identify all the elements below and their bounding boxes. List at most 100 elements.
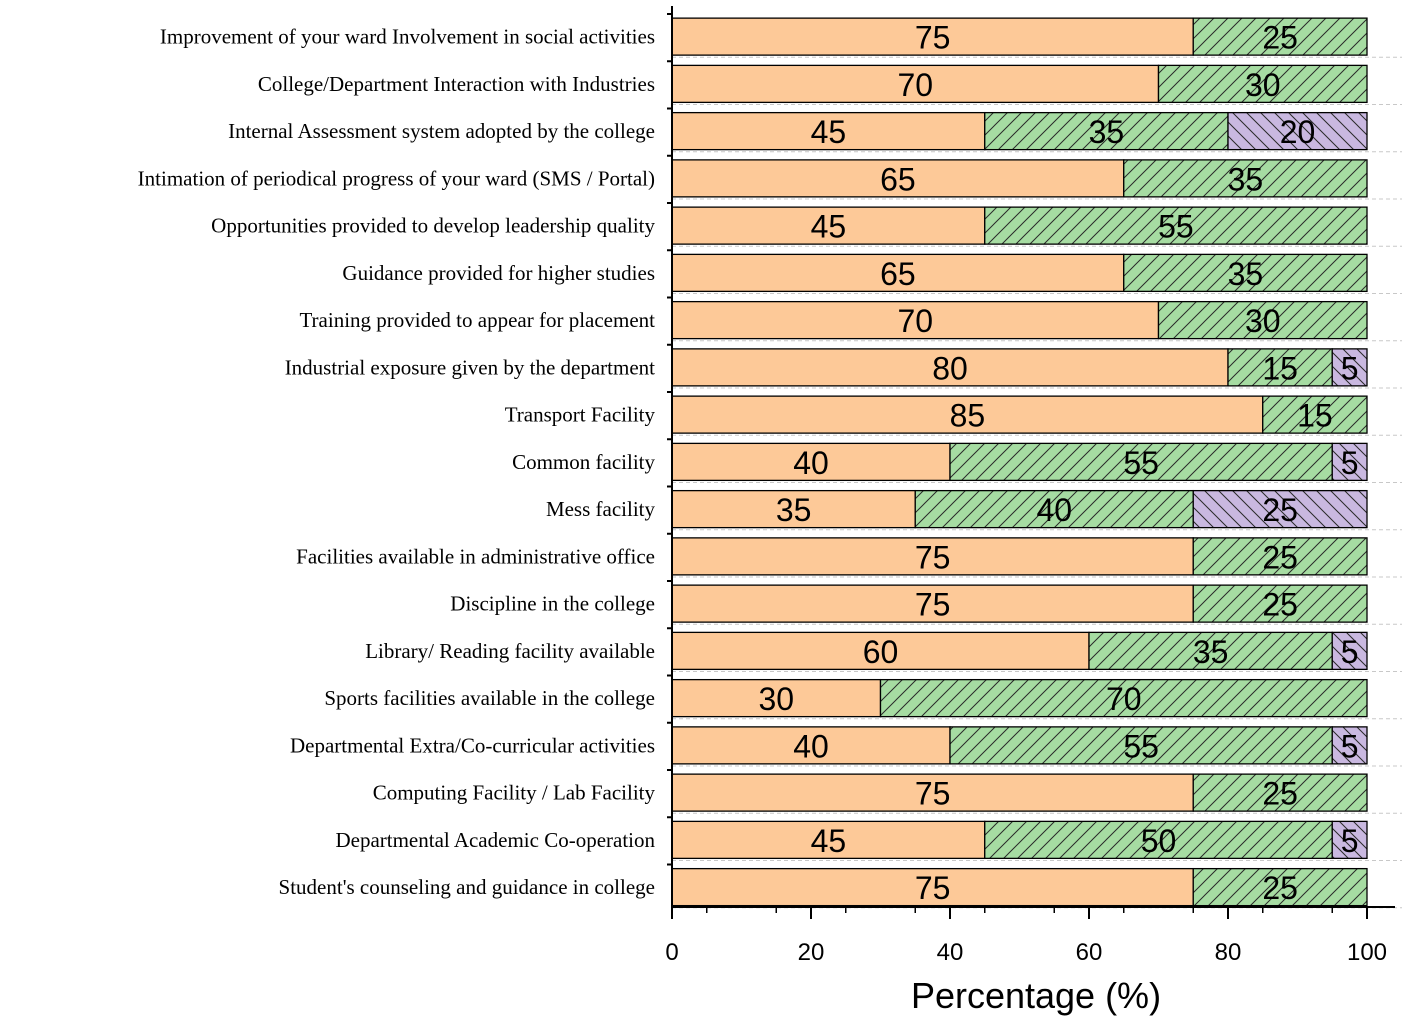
category-label: Library/ Reading facility available	[365, 639, 655, 663]
data-label: 75	[915, 539, 951, 575]
bar-segment	[671, 820, 986, 860]
bar-segment	[671, 159, 1125, 198]
bar-segment	[949, 726, 1333, 765]
bar-segment	[671, 773, 1194, 812]
category-label: Intimation of periodical progress of you…	[138, 166, 655, 190]
bar-segment	[1227, 111, 1368, 151]
bar-segment	[671, 537, 1194, 576]
bar-segment	[671, 678, 882, 718]
data-label: 25	[1262, 776, 1298, 812]
data-label: 60	[863, 634, 899, 670]
bar-segment	[1157, 64, 1368, 104]
bar-segment	[879, 678, 1368, 718]
bar-segment	[914, 489, 1194, 529]
category-label: Facilities available in administrative o…	[296, 544, 655, 568]
bar-segment	[671, 348, 1229, 387]
x-tick-label: 40	[937, 939, 964, 966]
data-label: 55	[1123, 728, 1159, 764]
category-label: College/Department Interaction with Indu…	[258, 72, 655, 96]
bar-segment	[984, 206, 1368, 245]
x-tick-label: 60	[1076, 939, 1103, 966]
data-label: 25	[1262, 20, 1298, 56]
category-label: Student's counseling and guidance in col…	[279, 875, 655, 899]
x-axis-title: Percentage (%)	[911, 975, 1161, 1016]
data-label: 80	[932, 350, 968, 386]
category-label: Improvement of your ward Involvement in …	[160, 25, 655, 49]
data-label: 5	[1341, 634, 1359, 670]
bar-segment	[671, 17, 1194, 56]
bar-segment	[671, 726, 951, 765]
bar-segment	[671, 206, 986, 245]
axes: Improvement of your ward Involvement in …	[138, 6, 1395, 966]
data-label: 75	[915, 20, 951, 56]
bar-segment	[1227, 348, 1333, 387]
bar-segment	[1331, 820, 1368, 860]
data-label: 45	[811, 209, 847, 245]
data-label: 40	[793, 445, 829, 481]
bar-segment	[1192, 773, 1368, 812]
bar-segment	[1262, 395, 1368, 434]
data-label: 35	[776, 492, 812, 528]
category-label: Computing Facility / Lab Facility	[373, 781, 656, 805]
bar-segment	[671, 395, 1264, 434]
category-label: Opportunities provided to develop leader…	[211, 214, 655, 238]
data-label: 85	[950, 398, 986, 434]
data-label: 45	[811, 114, 847, 150]
bar-segment	[984, 820, 1333, 860]
data-label: 15	[1262, 350, 1298, 386]
data-label: 45	[811, 823, 847, 859]
x-tick-label: 100	[1347, 939, 1387, 966]
data-label: 5	[1341, 728, 1359, 764]
bar-segment	[1331, 348, 1368, 387]
category-label: Training provided to appear for placemen…	[299, 308, 655, 332]
bar-segment	[1331, 726, 1368, 765]
data-label: 5	[1341, 350, 1359, 386]
bar-segment	[1157, 300, 1368, 340]
data-label: 70	[897, 67, 933, 103]
data-label: 65	[880, 256, 916, 292]
bars	[671, 17, 1368, 907]
bar-segment	[1192, 537, 1368, 576]
data-label: 35	[1089, 114, 1125, 150]
bar-segment	[1331, 442, 1368, 482]
bar-segment	[1331, 631, 1368, 671]
data-label: 75	[915, 776, 951, 812]
category-label: Discipline in the college	[450, 592, 655, 616]
data-label: 30	[1245, 67, 1281, 103]
data-label: 30	[758, 681, 794, 717]
bar-segment	[1088, 631, 1333, 671]
data-label: 35	[1228, 161, 1264, 197]
bar-segment	[1123, 159, 1368, 198]
bar-segment	[1192, 867, 1368, 907]
category-label: Departmental Academic Co-operation	[335, 828, 655, 852]
data-label: 35	[1228, 256, 1264, 292]
bar-segment	[671, 253, 1125, 293]
data-label: 30	[1245, 303, 1281, 339]
bar-segment	[1192, 489, 1368, 529]
bar-segment	[1123, 253, 1368, 293]
data-label: 50	[1141, 823, 1177, 859]
data-label: 20	[1280, 114, 1316, 150]
data-label: 5	[1341, 445, 1359, 481]
category-label: Departmental Extra/Co-curricular activit…	[290, 733, 655, 757]
category-label: Guidance provided for higher studies	[342, 261, 655, 285]
category-label: Common facility	[512, 450, 655, 474]
category-label: Transport Facility	[505, 403, 656, 427]
bar-segment	[671, 489, 916, 529]
data-label: 75	[915, 870, 951, 906]
data-label: 5	[1341, 823, 1359, 859]
category-label: Sports facilities available in the colle…	[324, 686, 655, 710]
data-label: 55	[1123, 445, 1159, 481]
data-label: 25	[1262, 492, 1298, 528]
bar-segment	[1192, 584, 1368, 623]
data-label: 15	[1297, 398, 1333, 434]
x-tick-label: 80	[1215, 939, 1242, 966]
x-tick-label: 20	[798, 939, 825, 966]
data-label: 40	[793, 728, 829, 764]
data-label: 40	[1036, 492, 1072, 528]
data-label: 70	[897, 303, 933, 339]
data-label: 25	[1262, 870, 1298, 906]
data-label: 25	[1262, 587, 1298, 623]
